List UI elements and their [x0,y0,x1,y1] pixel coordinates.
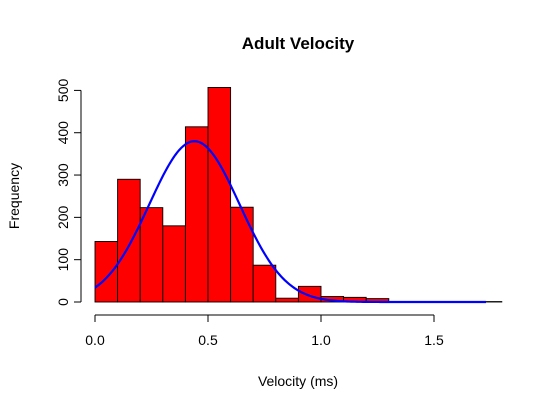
y-tick-label: 0 [55,298,71,306]
histogram-bar [252,264,277,303]
histogram-bar [184,126,209,303]
x-tick-label: 1.5 [424,332,444,348]
histogram-bar [207,86,232,303]
histogram-bar [275,297,299,303]
x-axis-label: Velocity (ms) [258,373,338,389]
y-tick-label: 200 [55,205,71,229]
histogram-bar [139,207,164,303]
x-axis: 0.0 0.5 1.0 1.5 [85,314,444,348]
histogram-bar [94,241,119,303]
histogram-bar [162,225,186,303]
x-tick-label: 0.5 [198,332,218,348]
y-tick-label: 500 [55,79,71,103]
normal-density-curve [94,140,486,304]
x-tick-label: 0.0 [85,332,105,348]
histogram-bar [297,285,322,303]
histogram-bars [94,86,503,303]
y-tick-label: 100 [55,248,71,272]
x-tick-label: 1.0 [311,332,331,348]
histogram-bar [117,178,141,303]
histogram-bar [230,206,254,303]
y-axis-label: Frequency [6,163,22,229]
y-tick-label: 300 [55,163,71,187]
y-axis: 0 100 200 300 400 500 [55,79,82,306]
chart-title: Adult Velocity [242,34,355,53]
y-tick-label: 400 [55,121,71,145]
